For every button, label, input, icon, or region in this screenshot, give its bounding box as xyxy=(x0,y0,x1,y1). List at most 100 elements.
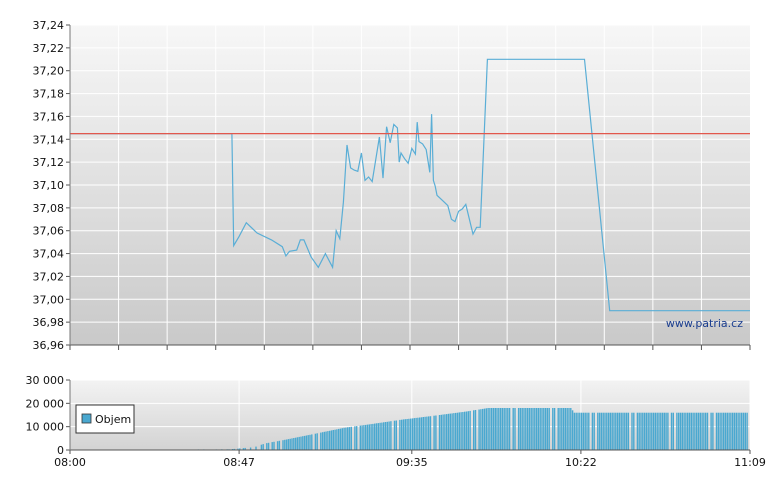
volume-bar xyxy=(531,408,532,450)
volume-bar xyxy=(342,428,343,450)
volume-bar xyxy=(626,413,627,450)
volume-bar xyxy=(453,413,454,450)
volume-bar xyxy=(565,408,566,450)
volume-bar xyxy=(727,413,728,450)
volume-bar xyxy=(343,428,344,450)
volume-bar xyxy=(527,408,528,450)
volume-bar xyxy=(683,413,684,450)
volume-bar xyxy=(291,438,292,450)
volume-bar xyxy=(651,413,652,450)
volume-bar xyxy=(272,442,273,450)
volume-bar xyxy=(696,413,697,450)
volume-bar xyxy=(412,418,413,450)
volume-bar xyxy=(660,413,661,450)
volume-bar xyxy=(322,432,323,450)
volume-bar xyxy=(737,413,738,450)
volume-bar xyxy=(613,413,614,450)
volume-bar xyxy=(673,413,674,450)
volume-bar xyxy=(455,413,456,450)
volume-bar xyxy=(568,408,569,450)
volume-bar xyxy=(547,408,548,450)
volume-bar xyxy=(351,427,352,450)
volume-bar xyxy=(653,413,654,450)
volume-bar xyxy=(500,408,501,450)
volume-bar xyxy=(637,413,638,450)
volume-bar xyxy=(423,417,424,450)
volume-bar xyxy=(570,408,571,450)
volume-bar xyxy=(631,413,632,450)
price-y-tick-label: 37,20 xyxy=(33,65,65,78)
volume-bar xyxy=(523,408,524,450)
volume-bar xyxy=(466,412,467,451)
volume-bar xyxy=(682,413,683,450)
volume-bar xyxy=(417,418,418,450)
volume-bar xyxy=(297,437,298,450)
volume-bar xyxy=(745,413,746,450)
volume-bar xyxy=(594,413,595,450)
volume-bar xyxy=(563,408,564,450)
volume-bar xyxy=(478,410,479,451)
volume-x-tick-label: 08:00 xyxy=(54,456,86,469)
volume-bar xyxy=(320,433,321,450)
volume-bar xyxy=(338,429,339,450)
volume-bar xyxy=(457,413,458,450)
volume-bar xyxy=(716,413,717,450)
volume-bar xyxy=(426,417,427,450)
volume-bar xyxy=(538,408,539,450)
price-y-tick-label: 37,12 xyxy=(33,156,65,169)
volume-bar xyxy=(574,413,575,450)
volume-bar xyxy=(360,426,361,450)
price-y-tick-label: 37,02 xyxy=(33,270,65,283)
volume-bar xyxy=(403,419,404,450)
volume-bar xyxy=(746,413,747,450)
volume-bar xyxy=(700,413,701,450)
volume-bar xyxy=(374,424,375,450)
volume-bar xyxy=(482,409,483,450)
volume-bar xyxy=(694,413,695,450)
volume-bar xyxy=(451,413,452,450)
price-y-tick-label: 37,00 xyxy=(33,293,65,306)
volume-bar xyxy=(520,408,521,450)
volume-bar xyxy=(279,441,280,450)
volume-bar xyxy=(268,443,269,450)
volume-bar xyxy=(459,412,460,450)
volume-bar xyxy=(282,440,283,450)
volume-bar xyxy=(334,430,335,450)
volume-bar xyxy=(327,431,328,450)
volume-bar xyxy=(608,413,609,450)
volume-bar xyxy=(406,419,407,450)
volume-bar xyxy=(678,413,679,450)
price-y-tick-label: 36,98 xyxy=(33,316,65,329)
volume-bar xyxy=(606,413,607,450)
volume-bar xyxy=(378,423,379,450)
volume-bar xyxy=(345,428,346,450)
price-y-tick-label: 37,14 xyxy=(33,133,65,146)
price-y-tick-label: 37,10 xyxy=(33,179,65,192)
volume-bar xyxy=(435,416,436,451)
price-y-tick-label: 36,96 xyxy=(33,339,65,352)
volume-bar xyxy=(317,433,318,450)
volume-bar xyxy=(628,413,629,450)
volume-bar xyxy=(622,413,623,450)
volume-bar xyxy=(376,423,377,450)
volume-bar xyxy=(534,408,535,450)
volume-bar xyxy=(484,409,485,450)
volume-bar xyxy=(619,413,620,450)
volume-bar xyxy=(667,413,668,450)
volume-bar xyxy=(513,408,514,450)
volume-bar xyxy=(495,408,496,450)
volume-bar xyxy=(304,436,305,450)
volume-bar xyxy=(486,408,487,450)
volume-bar xyxy=(277,441,278,450)
volume-bar xyxy=(671,413,672,450)
volume-bar xyxy=(340,429,341,450)
volume-bar xyxy=(581,413,582,450)
volume-bar xyxy=(676,413,677,450)
volume-bar xyxy=(698,413,699,450)
volume-bar xyxy=(579,413,580,450)
price-y-tick-label: 37,16 xyxy=(33,110,65,123)
volume-bar xyxy=(718,413,719,450)
volume-bar xyxy=(657,413,658,450)
